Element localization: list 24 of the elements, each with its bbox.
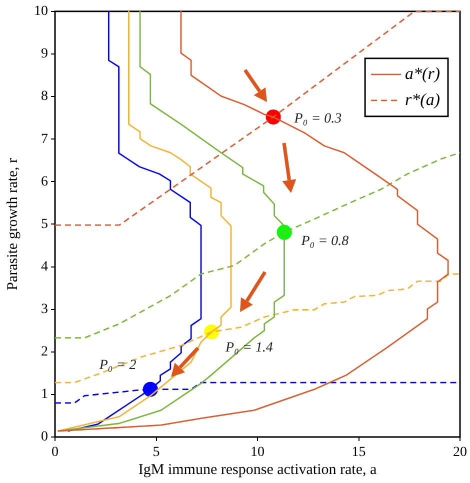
x-tick-label: 15 bbox=[352, 445, 366, 460]
y-tick-label: 4 bbox=[41, 259, 48, 274]
legend-label: r*(a) bbox=[405, 90, 440, 109]
x-tick-label: 10 bbox=[250, 445, 264, 460]
annotation: P₀ = 2 bbox=[98, 358, 136, 374]
legend-label: a*(r) bbox=[405, 64, 440, 83]
y-tick-label: 10 bbox=[34, 4, 48, 20]
y-tick-label: 0 bbox=[41, 430, 48, 445]
x-tick-label: 0 bbox=[52, 445, 58, 460]
y-axis-title: Parasite growth rate, r bbox=[4, 158, 21, 290]
y-tick-label: 7 bbox=[41, 132, 48, 147]
x-tick-label: 5 bbox=[152, 445, 160, 460]
y-tick-label: 3 bbox=[41, 302, 48, 317]
y-tick-label: 2 bbox=[41, 344, 48, 360]
x-tick-label: 20 bbox=[453, 445, 467, 460]
y-tick-label: 9 bbox=[41, 46, 48, 62]
annotation: P₀ = 0.8 bbox=[300, 234, 349, 249]
x-axis-title: IgM immune response activation rate, a bbox=[138, 462, 377, 478]
annotation: P₀ = 0.3 bbox=[293, 112, 342, 127]
annotation: P₀ = 1.4 bbox=[224, 340, 273, 356]
y-tick-label: 6 bbox=[41, 174, 48, 190]
y-tick-label: 5 bbox=[41, 216, 48, 232]
y-tick-label: 8 bbox=[41, 89, 48, 104]
y-tick-label: 1 bbox=[41, 387, 48, 402]
